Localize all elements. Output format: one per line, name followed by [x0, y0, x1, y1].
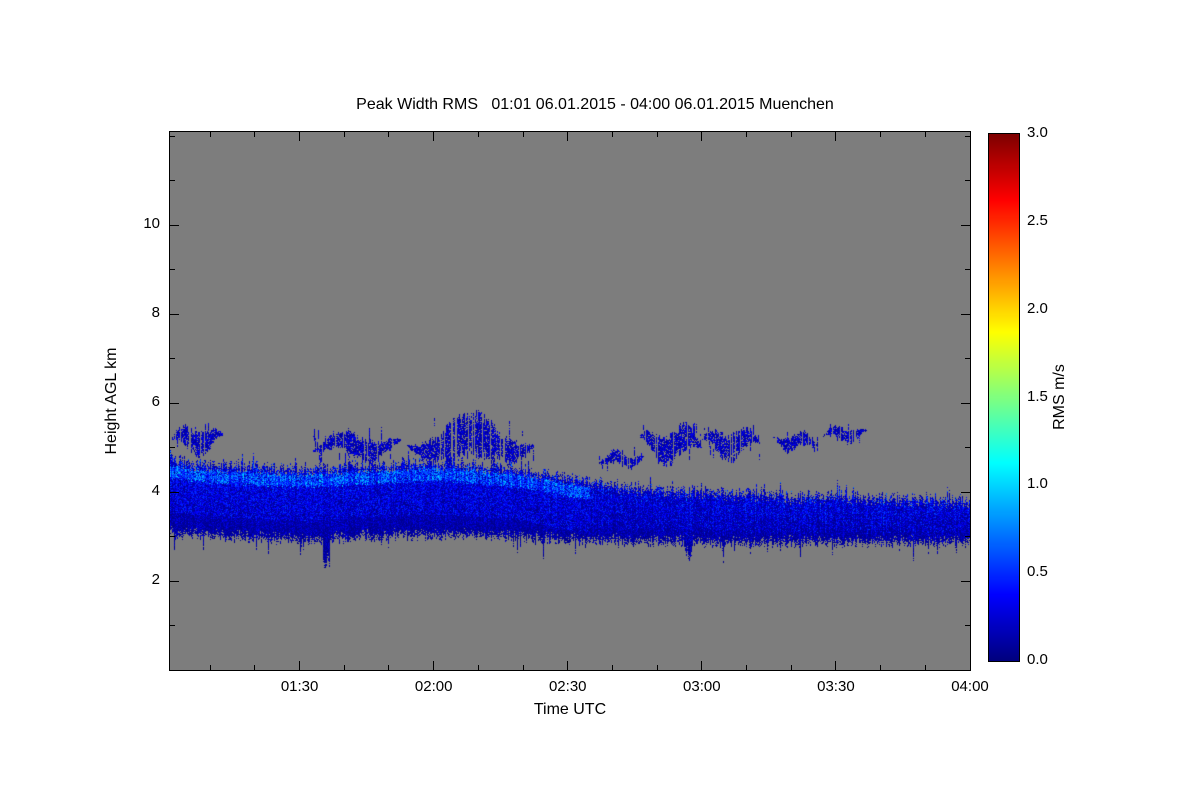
x-major-tick-top — [969, 132, 971, 141]
x-major-tick — [433, 661, 435, 670]
x-minor-tick-top — [656, 132, 658, 137]
colorbar-canvas — [989, 134, 1019, 661]
x-axis-label: Time UTC — [533, 701, 607, 718]
y-major-tick — [170, 580, 179, 582]
x-minor-tick — [790, 665, 792, 670]
x-minor-tick — [477, 665, 479, 670]
x-tick-label: 04:00 — [951, 678, 989, 695]
x-tick-label: 02:30 — [548, 678, 587, 695]
y-major-tick-right — [961, 313, 970, 315]
x-minor-tick — [388, 665, 390, 670]
x-minor-tick-top — [388, 132, 390, 137]
colorbar-tick-label: 0.5 — [1027, 563, 1048, 581]
y-major-tick — [170, 491, 179, 493]
x-minor-tick-top — [343, 132, 345, 137]
x-minor-tick-top — [477, 132, 479, 137]
y-tick-label: 6 — [151, 393, 160, 411]
y-minor-tick — [170, 447, 175, 449]
colorbar-tick-label: 1.5 — [1027, 387, 1048, 405]
y-tick-label: 2 — [151, 571, 160, 589]
y-minor-tick — [170, 625, 175, 627]
y-major-tick — [170, 224, 179, 226]
y-minor-tick-right — [965, 180, 970, 182]
x-minor-tick — [209, 665, 211, 670]
colorbar-tick-label: 0.0 — [1027, 651, 1048, 668]
plot-area — [169, 131, 971, 671]
x-minor-tick-top — [924, 132, 926, 137]
y-axis-label: Height AGL km — [103, 347, 120, 455]
y-major-tick-right — [961, 491, 970, 493]
y-minor-tick-right — [965, 447, 970, 449]
x-major-tick — [835, 661, 837, 670]
y-minor-tick — [170, 180, 175, 182]
x-minor-tick-top — [611, 132, 613, 137]
y-minor-tick — [170, 536, 175, 538]
x-minor-tick — [254, 665, 256, 670]
y-minor-tick-right — [965, 536, 970, 538]
chart-title: Peak Width RMS 01:01 06.01.2015 - 04:00 … — [356, 96, 834, 113]
x-tick-label: 01:30 — [280, 678, 319, 695]
y-major-tick — [170, 402, 179, 404]
y-major-tick — [170, 313, 179, 315]
colorbar-tick-label: 3.0 — [1027, 124, 1048, 141]
x-major-tick-top — [433, 132, 435, 141]
x-minor-tick-top — [254, 132, 256, 137]
x-major-tick — [299, 661, 301, 670]
x-tick-label: 03:00 — [683, 678, 721, 695]
x-minor-tick — [924, 665, 926, 670]
x-minor-tick — [343, 665, 345, 670]
y-minor-tick-right — [965, 135, 970, 137]
colorbar-tick-label: 2.5 — [1027, 211, 1048, 229]
x-minor-tick-top — [209, 132, 211, 137]
x-minor-tick — [746, 665, 748, 670]
y-minor-tick — [170, 135, 175, 137]
y-tick-label: 10 — [143, 215, 160, 233]
x-major-tick-top — [835, 132, 837, 141]
x-minor-tick — [522, 665, 524, 670]
y-major-tick-right — [961, 402, 970, 404]
x-minor-tick — [880, 665, 882, 670]
x-tick-label: 02:00 — [414, 678, 453, 695]
colorbar-unit-label: RMS m/s — [1051, 364, 1068, 430]
x-major-tick — [567, 661, 569, 670]
x-minor-tick — [656, 665, 658, 670]
y-minor-tick-right — [965, 358, 970, 360]
y-minor-tick-right — [965, 269, 970, 271]
y-minor-tick — [170, 358, 175, 360]
x-major-tick-top — [567, 132, 569, 141]
y-major-tick-right — [961, 224, 970, 226]
x-minor-tick-top — [522, 132, 524, 137]
y-major-tick-right — [961, 580, 970, 582]
heatmap-canvas — [170, 132, 970, 670]
x-minor-tick — [611, 665, 613, 670]
colorbar-tick-label: 1.0 — [1027, 475, 1048, 493]
x-major-tick — [701, 661, 703, 670]
x-major-tick-top — [299, 132, 301, 141]
y-tick-label: 8 — [151, 304, 160, 322]
y-minor-tick-right — [965, 625, 970, 627]
y-tick-label: 4 — [151, 482, 160, 500]
x-major-tick — [969, 661, 971, 670]
x-major-tick-top — [701, 132, 703, 141]
x-minor-tick-top — [746, 132, 748, 137]
colorbar-tick-label: 2.0 — [1027, 299, 1048, 317]
x-minor-tick-top — [790, 132, 792, 137]
y-minor-tick — [170, 269, 175, 271]
colorbar — [988, 133, 1020, 662]
x-minor-tick-top — [880, 132, 882, 137]
x-tick-label: 03:30 — [817, 678, 855, 695]
